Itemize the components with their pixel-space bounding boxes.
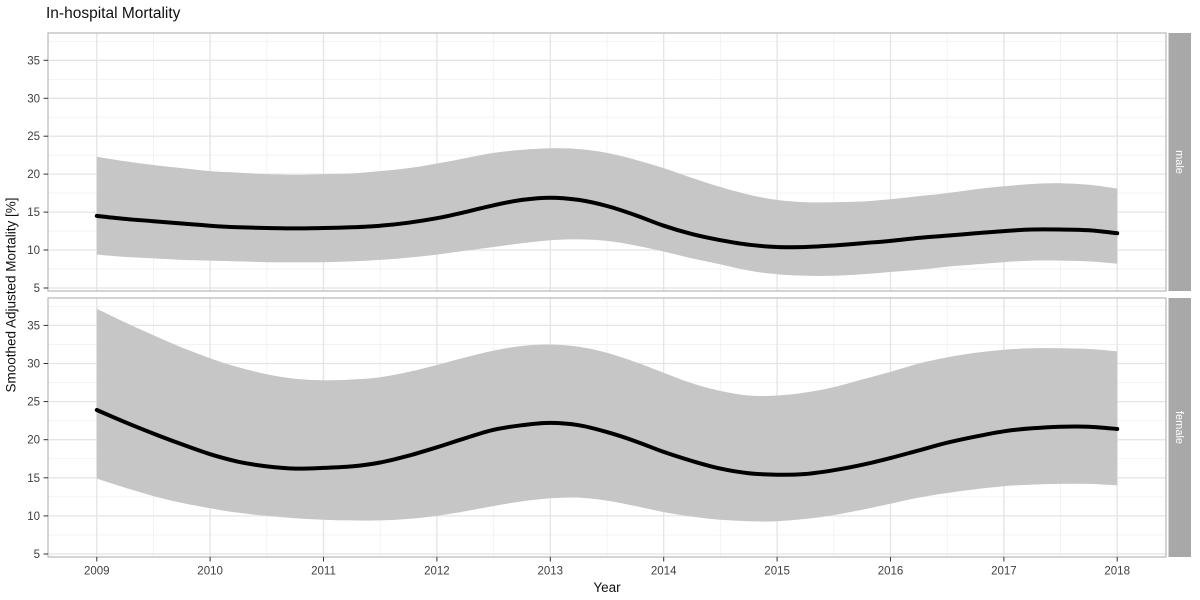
panel-border bbox=[47, 32, 1167, 292]
y-tick-label: 30 bbox=[27, 359, 40, 371]
x-axis-title: Year bbox=[593, 580, 621, 595]
x-tick-label: 2018 bbox=[1104, 566, 1130, 578]
smooth-line-male bbox=[94, 195, 1120, 250]
facet-panel-male: 5 10 15 20 25 30 35 male bbox=[27, 32, 1191, 295]
y-tick-label: 10 bbox=[27, 245, 40, 257]
facet-strip-label: female bbox=[1173, 411, 1185, 444]
y-tick-label: 35 bbox=[27, 55, 40, 67]
x-axis: 2009 2010 2011 2012 2013 2014 2015 2016 2017 2018 bbox=[84, 557, 1130, 578]
y-tick-label: 5 bbox=[34, 283, 40, 295]
x-tick-label: 2017 bbox=[991, 566, 1017, 578]
x-tick-label: 2016 bbox=[878, 566, 904, 578]
smooth-line-female bbox=[94, 408, 1120, 477]
facet-strip-female bbox=[1168, 298, 1191, 557]
y-tick-label: 20 bbox=[27, 169, 40, 181]
y-tick-label: 25 bbox=[27, 397, 40, 409]
facet-strip-label: male bbox=[1173, 150, 1185, 174]
chart-title: In-hospital Mortality bbox=[46, 5, 181, 22]
y-tick-label: 35 bbox=[27, 320, 40, 332]
y-tick-label: 15 bbox=[27, 207, 40, 219]
facet-panel-female: 5 10 15 20 25 30 35 female bbox=[27, 297, 1191, 561]
y-tick-label: 30 bbox=[27, 93, 40, 105]
x-tick-label: 2014 bbox=[651, 566, 677, 578]
x-tick-label: 2015 bbox=[764, 566, 790, 578]
x-tick-label: 2012 bbox=[424, 566, 450, 578]
y-tick-label: 25 bbox=[27, 131, 40, 143]
y-tick-label: 20 bbox=[27, 435, 40, 447]
y-tick-label: 5 bbox=[34, 549, 40, 561]
facet-strip-male bbox=[1168, 33, 1191, 291]
panel-border bbox=[47, 297, 1167, 558]
x-tick-label: 2011 bbox=[311, 566, 336, 578]
x-tick-label: 2009 bbox=[84, 566, 110, 578]
x-tick-label: 2013 bbox=[538, 566, 564, 578]
x-tick-label: 2010 bbox=[197, 566, 223, 578]
y-tick-label: 15 bbox=[27, 473, 40, 485]
y-tick-label: 10 bbox=[27, 511, 40, 523]
